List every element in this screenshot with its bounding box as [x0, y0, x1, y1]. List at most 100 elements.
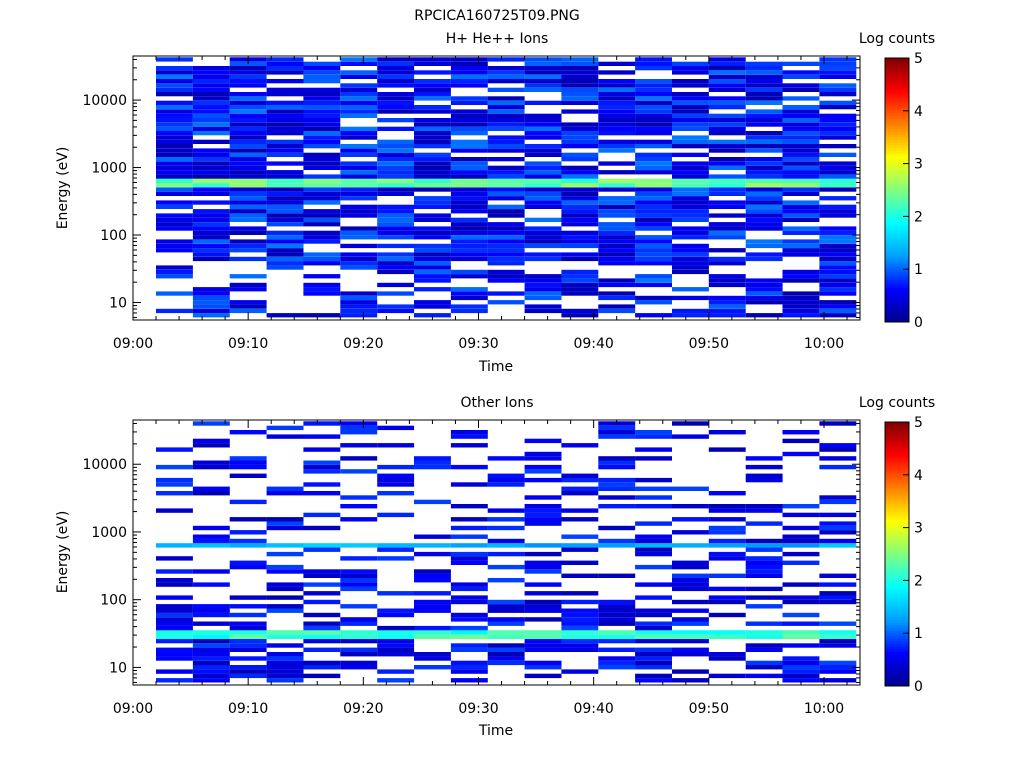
heatmap-cell	[745, 595, 783, 600]
heatmap-cell	[745, 135, 783, 140]
x-tick-label: 09:40	[573, 701, 613, 717]
heatmap-cell	[561, 87, 599, 92]
heatmap-cell	[672, 313, 709, 318]
heatmap-cell	[745, 643, 783, 648]
colorbar-swatch	[885, 440, 909, 444]
heatmap-cell	[561, 634, 599, 639]
colorbar-swatch	[885, 298, 909, 302]
heatmap-cell	[340, 109, 378, 114]
heatmap-cell	[819, 308, 857, 314]
heatmap-cell	[708, 573, 746, 578]
heatmap-cell	[782, 209, 820, 214]
heatmap-cell	[303, 200, 341, 205]
heatmap-cell	[266, 582, 304, 587]
heatmap-cell	[340, 660, 378, 666]
heatmap-cell	[487, 196, 525, 201]
heatmap-cell	[450, 582, 488, 587]
heatmap-cell	[414, 499, 451, 505]
heatmap-cell	[156, 92, 193, 97]
heatmap-cell	[303, 239, 341, 244]
heatmap-cell	[450, 148, 488, 153]
heatmap-cell	[414, 235, 451, 240]
colorbar-swatch	[885, 583, 909, 587]
heatmap-cell	[192, 295, 230, 301]
heatmap-cell	[450, 678, 488, 683]
heatmap-cell	[561, 269, 599, 275]
heatmap-cell	[598, 538, 636, 544]
heatmap-cell	[340, 300, 378, 305]
heatmap-cell	[266, 608, 304, 613]
heatmap-cell	[414, 144, 451, 149]
colorbar-swatch	[885, 118, 909, 122]
heatmap-cell	[745, 464, 783, 470]
heatmap-cell	[303, 187, 341, 192]
heatmap-cell	[303, 482, 341, 487]
heatmap-cell	[561, 70, 599, 75]
heatmap-cell	[266, 161, 304, 166]
colorbar-swatch	[885, 458, 909, 462]
heatmap-cell	[156, 464, 193, 470]
heatmap-cell	[414, 269, 451, 275]
heatmap-cell	[414, 248, 451, 253]
heatmap-cell	[266, 665, 304, 670]
heatmap-cell	[745, 564, 783, 570]
colorbar-swatch	[885, 245, 909, 249]
colorbar-swatch	[885, 266, 909, 270]
heatmap-cell	[635, 313, 672, 318]
colorbar-swatch	[885, 253, 909, 257]
heatmap-cell	[598, 109, 636, 114]
heatmap-cell	[414, 652, 451, 657]
heatmap-cell	[561, 278, 599, 283]
heatmap-cell	[524, 100, 562, 105]
colorbar-swatch	[885, 554, 909, 558]
panel-title-h-he: H+ He++ Ions	[446, 31, 549, 47]
heatmap-cell	[708, 118, 746, 123]
heatmap-cell	[561, 608, 599, 613]
heatmap-cell	[192, 126, 230, 131]
colorbar-swatch	[885, 168, 909, 172]
heatmap-cell	[303, 178, 341, 183]
heatmap-cell	[377, 148, 415, 153]
y-tick-label: 100	[100, 593, 127, 609]
heatmap-cell	[487, 508, 525, 513]
heatmap-cell	[266, 525, 304, 531]
heatmap-cell	[340, 126, 378, 131]
heatmap-cell	[156, 239, 193, 244]
heatmap-cell	[819, 92, 857, 97]
colorbar-swatch	[885, 102, 909, 106]
heatmap-cell	[303, 191, 341, 196]
heatmap-cell	[156, 226, 193, 231]
heatmap-cell	[450, 517, 488, 522]
heatmap-cell	[266, 230, 304, 235]
heatmap-cell	[598, 226, 636, 231]
heatmap-cell	[635, 274, 672, 279]
colorbar-swatch	[885, 290, 909, 294]
heatmap-cell	[819, 248, 857, 253]
heatmap-cell	[192, 226, 230, 231]
y-axis-label-h-he: Energy (eV)	[55, 147, 71, 230]
colorbar-swatch	[885, 108, 909, 112]
heatmap-cell	[819, 304, 857, 309]
heatmap-cell	[266, 551, 304, 557]
heatmap-cell	[192, 96, 230, 101]
heatmap-cell	[635, 196, 672, 201]
heatmap-cell	[561, 560, 599, 565]
colorbar-swatch	[885, 229, 909, 233]
heatmap-cell	[487, 87, 525, 92]
heatmap-cell	[266, 595, 304, 600]
colorbar-swatch	[885, 567, 909, 571]
heatmap-cell	[156, 57, 193, 62]
heatmap-cell	[192, 87, 230, 92]
heatmap-cell	[229, 109, 267, 114]
heatmap-cell	[745, 157, 783, 162]
colorbar-swatch	[885, 79, 909, 83]
heatmap-cell	[819, 313, 857, 318]
heatmap-cell	[745, 556, 783, 561]
heatmap-cell	[487, 261, 525, 266]
heatmap-cell	[782, 83, 820, 88]
heatmap-cell	[524, 135, 562, 140]
heatmap-cell	[414, 230, 451, 235]
colorbar-swatch	[885, 443, 909, 447]
heatmap-cell	[377, 547, 415, 552]
